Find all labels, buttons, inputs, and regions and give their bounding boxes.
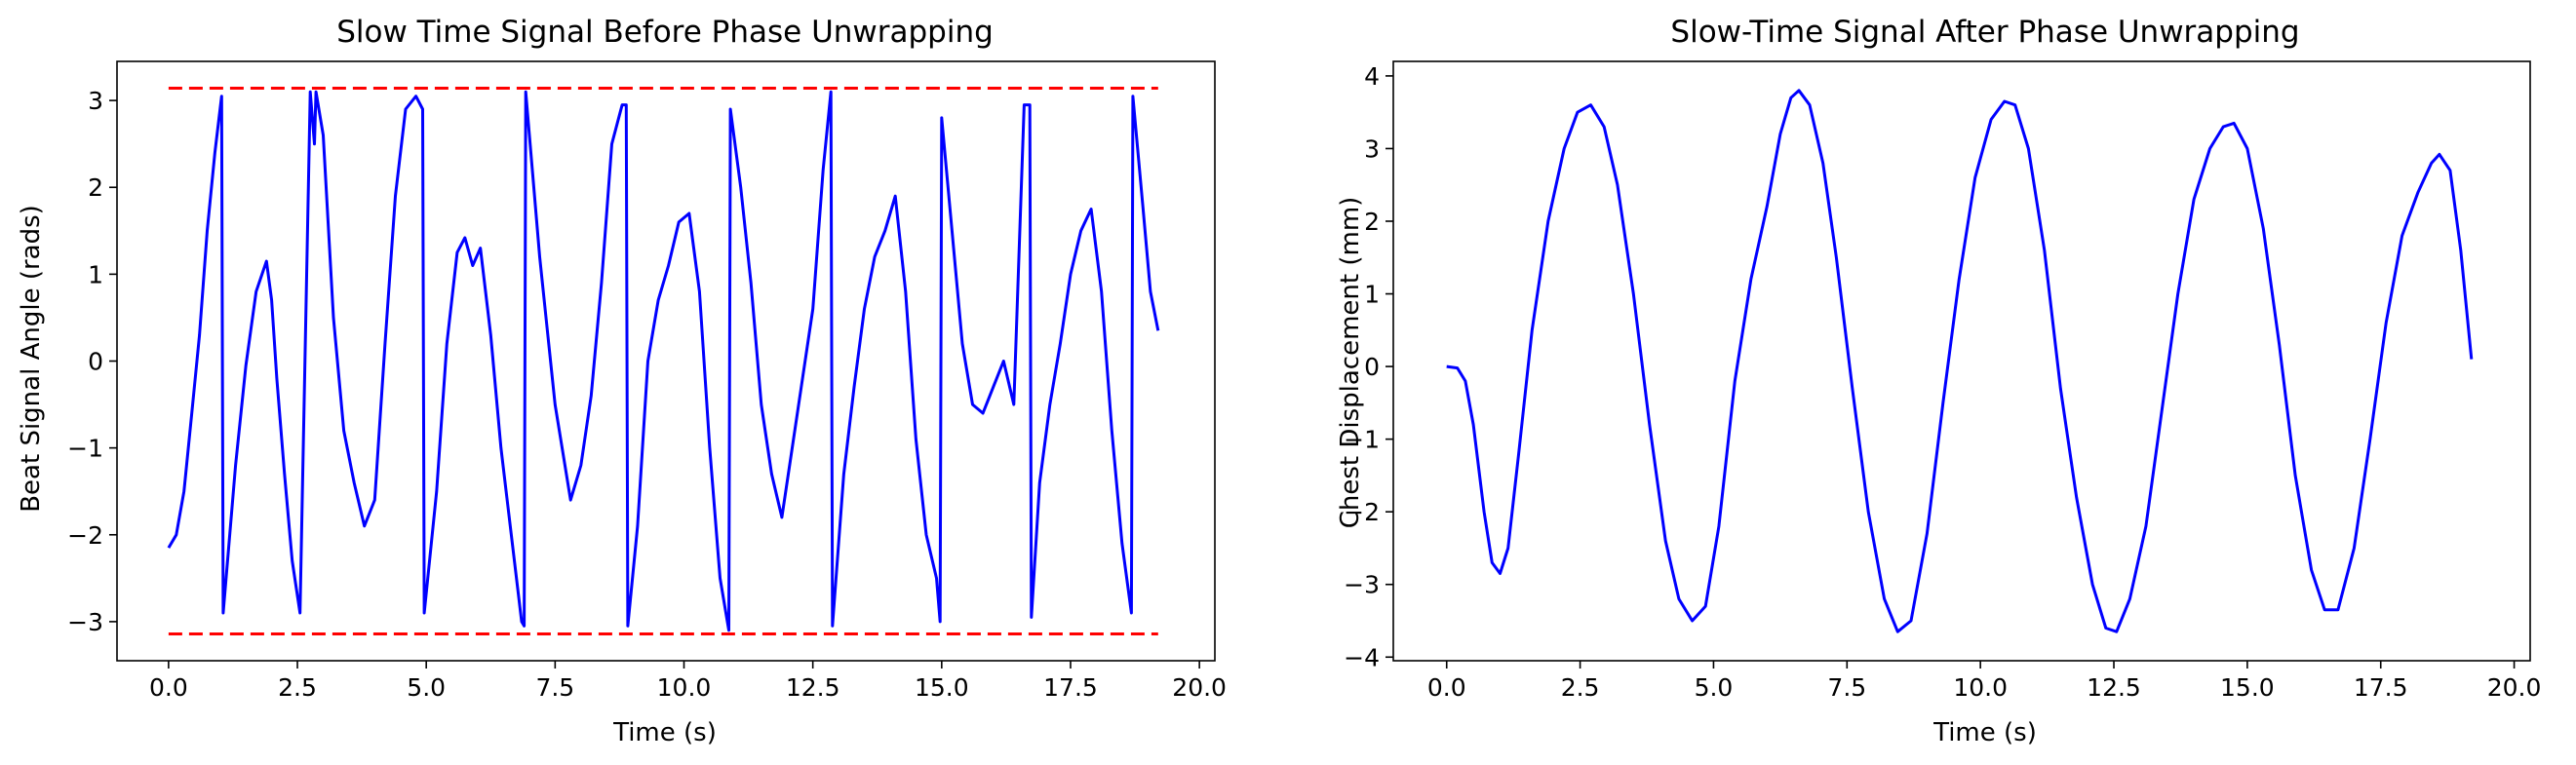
left-chart-frame xyxy=(116,60,1216,662)
left-chart-x-tick-label: 15.0 xyxy=(915,673,969,702)
right-chart-y-tick-label: 1 xyxy=(1364,281,1380,309)
right-chart-y-tick-label: 0 xyxy=(1364,353,1380,381)
left-chart-y-tick-label: −2 xyxy=(67,521,103,550)
left-chart-y-tick-label: −1 xyxy=(67,435,103,463)
right-chart-x-tick-label: 2.5 xyxy=(1561,673,1600,702)
left-chart-x-tick-label: 2.5 xyxy=(278,673,317,702)
right-chart-x-tick-label: 7.5 xyxy=(1827,673,1866,702)
right-chart-x-tick-label: 0.0 xyxy=(1427,673,1466,702)
right-chart-frame xyxy=(1392,60,2531,662)
right-chart-y-tick-label: 3 xyxy=(1364,134,1380,163)
left-chart-y-tick-label: 0 xyxy=(88,348,103,376)
right-chart-x-tick-label: 15.0 xyxy=(2220,673,2275,702)
right-chart: Slow-Time Signal After Phase Unwrapping … xyxy=(1336,15,2541,747)
right-chart-y-tick-label: −3 xyxy=(1344,571,1380,599)
right-chart-xlabel: Time (s) xyxy=(1932,718,2037,747)
left-chart-y-tick-label: 3 xyxy=(88,87,103,115)
left-chart-plot-area: 0.0 2.5 5.0 7.5 10.0 12.5 15.0 17.5 20.0 −3 −2 −1 0 1… xyxy=(67,60,1227,702)
left-chart-xlabel: Time (s) xyxy=(612,718,717,747)
right-chart-y-tick-label: −1 xyxy=(1344,426,1380,454)
left-chart-x-tick-label: 10.0 xyxy=(657,673,712,702)
left-chart-y-tick-label: −3 xyxy=(67,608,103,636)
right-chart-y-tick-label: 4 xyxy=(1364,62,1380,91)
right-chart-x-tick-label: 12.5 xyxy=(2087,673,2141,702)
left-chart-x-tick-label: 5.0 xyxy=(407,673,446,702)
left-chart-x-tick-label: 20.0 xyxy=(1172,673,1227,702)
left-chart-ylabel: Beat Signal Angle (rads) xyxy=(17,205,46,513)
right-chart-x-tick-label: 17.5 xyxy=(2354,673,2408,702)
right-chart-ylabel: Chest Displacement (mm) xyxy=(1336,197,1365,529)
left-chart-series-line-0 xyxy=(167,90,1160,632)
right-chart-x-tick-label: 10.0 xyxy=(1953,673,2008,702)
left-chart-y-tick-label: 1 xyxy=(88,260,103,288)
left-chart-x-tick-label: 17.5 xyxy=(1043,673,1098,702)
left-chart-title: Slow Time Signal Before Phase Unwrapping xyxy=(336,15,994,50)
right-chart-y-tick-label: 2 xyxy=(1364,208,1380,236)
right-chart-series-line-0 xyxy=(1446,89,2474,633)
left-chart-y-tick-label: 2 xyxy=(88,173,103,202)
left-chart-x-tick-label: 7.5 xyxy=(535,673,574,702)
right-chart-x-tick-label: 20.0 xyxy=(2487,673,2542,702)
left-chart-x-tick-label: 0.0 xyxy=(149,673,188,702)
right-chart-title: Slow-Time Signal After Phase Unwrapping xyxy=(1670,15,2299,50)
left-chart-x-tick-label: 12.5 xyxy=(786,673,840,702)
right-chart-y-tick-label: −2 xyxy=(1344,498,1380,526)
right-chart-y-tick-label: −4 xyxy=(1344,643,1380,671)
left-chart: Slow Time Signal Before Phase Unwrapping… xyxy=(17,15,1227,747)
right-chart-x-tick-label: 5.0 xyxy=(1695,673,1734,702)
right-chart-plot-area: 0.0 2.5 5.0 7.5 10.0 12.5 15.0 17.5 20.0 −4 −3 −2 −1… xyxy=(1344,60,2542,702)
